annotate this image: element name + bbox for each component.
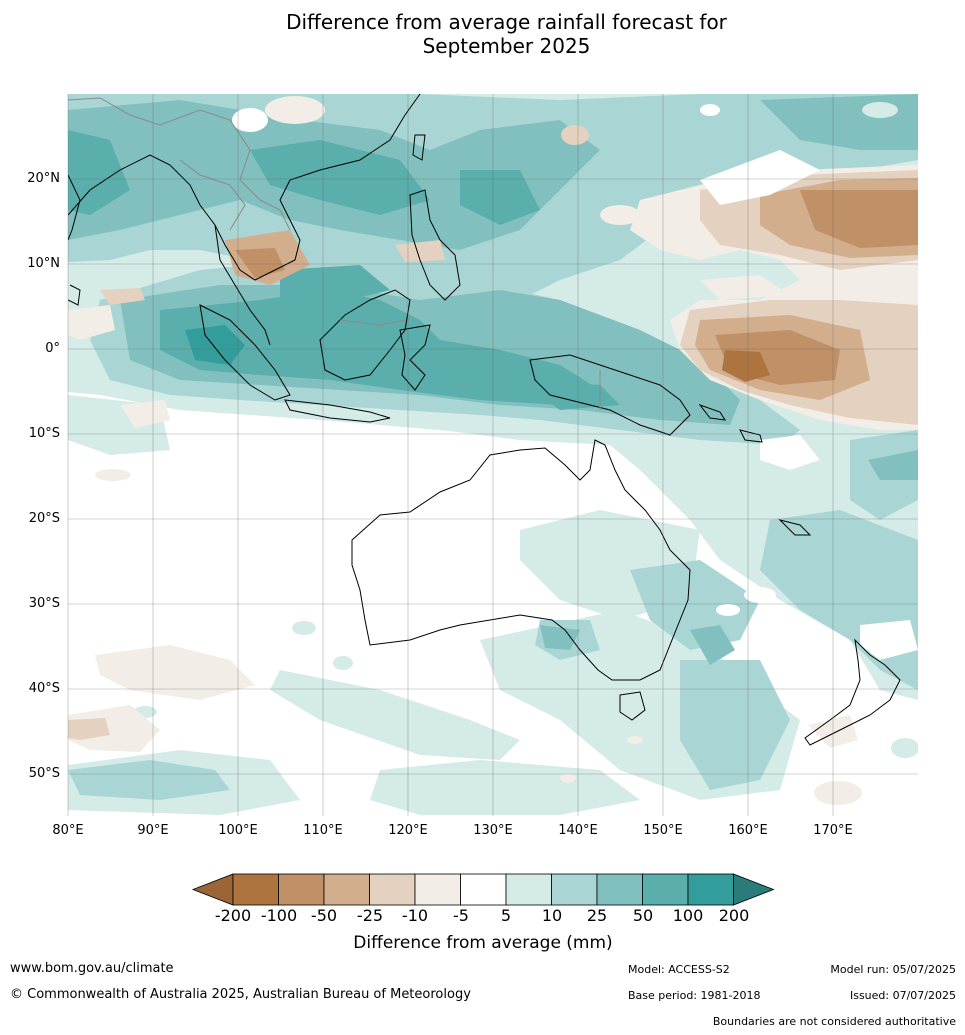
footer-url: www.bom.gov.au/climate <box>10 961 174 976</box>
taiwan-coastline <box>412 134 426 161</box>
australia-coastline <box>351 439 691 681</box>
java-coastline <box>284 399 391 423</box>
lat-label: 20°S <box>28 511 60 526</box>
lat-label: 40°S <box>28 681 60 696</box>
lat-label: 30°S <box>28 596 60 611</box>
colorbar-swatch <box>369 873 416 906</box>
sulawesi-coastline <box>399 324 431 391</box>
colorbar-tick-label: 50 <box>632 906 654 925</box>
tasmania-coastline <box>619 691 646 721</box>
colorbar-tick-label: 200 <box>718 906 750 925</box>
wet-100-200-band <box>68 130 918 410</box>
colorbar-tick-label: -25 <box>356 906 384 925</box>
malay-peninsula-coastline <box>214 224 271 346</box>
title-line-1: Difference from average rainfall forecas… <box>286 10 727 34</box>
sri-lanka-coastline <box>68 284 81 306</box>
footer-disclaimer: Boundaries are not considered authoritat… <box>712 1015 956 1028</box>
colorbar-tick-label: -50 <box>310 906 338 925</box>
lon-label: 80°E <box>52 823 84 838</box>
near-average-areas <box>232 102 918 660</box>
colorbar-swatch <box>687 873 734 906</box>
colorbar-swatch <box>642 873 689 906</box>
colorbar-swatch <box>414 873 461 906</box>
coastlines <box>68 94 901 746</box>
colorbar-tick-label: 100 <box>672 906 704 925</box>
colorbar-tick-label: -10 <box>401 906 429 925</box>
footer-copyright: © Commonwealth of Australia 2025, Austra… <box>10 987 471 1002</box>
title-line-2: September 2025 <box>422 34 591 58</box>
anomaly-field <box>68 94 918 816</box>
lon-label: 110°E <box>303 823 343 838</box>
footer-model-run: Model run: 05/07/2025 <box>830 963 956 976</box>
graticule <box>67 94 918 816</box>
footer-model: Model: ACCESS-S2 <box>628 963 730 976</box>
colorbar-swatch <box>596 873 643 906</box>
new-zealand-coastline <box>804 638 901 746</box>
lat-label: 0° <box>45 341 60 356</box>
colorbar-swatch <box>551 873 598 906</box>
lon-label: 140°E <box>558 823 598 838</box>
colorbar-tick-label: -100 <box>260 906 298 925</box>
footer-base-period: Base period: 1981-2018 <box>628 989 761 1002</box>
wet-over-200-band <box>185 325 245 365</box>
colorbar-tick-label: 25 <box>586 906 608 925</box>
colorbar-tick-label: -5 <box>453 906 469 925</box>
lat-label: 20°N <box>27 171 60 186</box>
country-boundaries <box>68 97 601 410</box>
philippines-coastline <box>409 189 461 301</box>
colorbar <box>191 873 775 906</box>
dry-anomaly-areas <box>68 96 918 805</box>
lon-label: 120°E <box>388 823 428 838</box>
colorbar-title: Difference from average (mm) <box>353 933 613 953</box>
colorbar-swatch <box>505 873 552 906</box>
colorbar-tick-label: 5 <box>500 906 512 925</box>
colorbar-extend-high <box>733 873 775 906</box>
colorbar-swatch <box>323 873 370 906</box>
footer-issued: Issued: 07/07/2025 <box>849 989 956 1002</box>
lon-label: 100°E <box>218 823 258 838</box>
lon-label: 160°E <box>728 823 768 838</box>
colorbar-extend-low <box>191 873 234 906</box>
lat-label: 10°N <box>27 256 60 271</box>
lat-label: 50°S <box>28 766 60 781</box>
colorbar-tick-label: 10 <box>541 906 563 925</box>
sumatra-coastline <box>199 304 291 401</box>
lon-label: 130°E <box>473 823 513 838</box>
map-title: Difference from average rainfall forecas… <box>0 10 965 58</box>
colorbar-swatch <box>278 873 325 906</box>
mainland-asia-coastline <box>68 94 421 281</box>
lon-label: 150°E <box>643 823 683 838</box>
colorbar-swatch <box>232 873 279 906</box>
colorbar-tick-label: -200 <box>214 906 252 925</box>
india-coastline <box>68 174 81 241</box>
borneo-coastline <box>319 289 411 381</box>
lon-label: 170°E <box>813 823 853 838</box>
lon-label: 90°E <box>137 823 169 838</box>
colorbar-swatch <box>460 873 507 906</box>
new-guinea-coastline <box>529 354 691 436</box>
pacific-islands-coastline <box>698 403 812 536</box>
lat-label: 10°S <box>28 426 60 441</box>
